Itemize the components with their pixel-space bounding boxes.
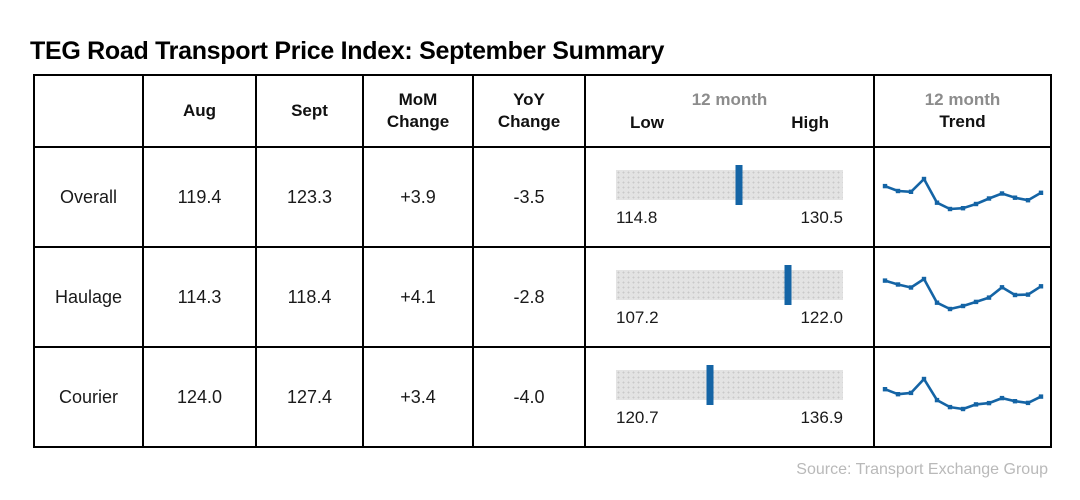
range-header-low: Low [630, 112, 664, 132]
column-header-aug: Aug [142, 74, 257, 148]
yoy-change-value: -2.8 [472, 246, 586, 348]
corner-cell [33, 74, 144, 148]
source-attribution: Source: Transport Exchange Group [796, 461, 1048, 478]
table-row-overall: Overall 119.4 123.3 +3.9 -3.5 114.8 130.… [33, 146, 1052, 248]
range-bar [616, 365, 843, 405]
sept-value: 118.4 [255, 246, 364, 348]
yoy-change-value: -3.5 [472, 146, 586, 248]
aug-value: 124.0 [142, 346, 257, 448]
range-cell: 114.8 130.5 [584, 146, 875, 248]
range-low-value: 107.2 [616, 308, 659, 327]
sept-value: 123.3 [255, 146, 364, 248]
column-header-range: 12 month Low High [584, 74, 875, 148]
range-bar [616, 165, 843, 205]
mom-change-value: +4.1 [362, 246, 474, 348]
current-value-marker [706, 365, 714, 405]
page-title: TEG Road Transport Price Index: Septembe… [30, 36, 665, 65]
range-high-value: 130.5 [800, 208, 843, 227]
trend-header-title: 12 month [924, 89, 1001, 109]
current-value-marker [784, 265, 792, 305]
trend-sparkline [875, 261, 1050, 333]
table-row-haulage: Haulage 114.3 118.4 +4.1 -2.8 107.2 122.… [33, 246, 1052, 348]
column-header-trend: 12 month Trend [873, 74, 1052, 148]
yoy-change-value: -4.0 [472, 346, 586, 448]
trend-cell [873, 346, 1052, 448]
range-header-high: High [791, 112, 829, 132]
current-value-marker [735, 165, 743, 205]
row-label: Overall [33, 146, 144, 248]
mom-change-value: +3.9 [362, 146, 474, 248]
sept-value: 127.4 [255, 346, 364, 448]
range-header-title: 12 month [691, 90, 768, 110]
range-high-value: 136.9 [800, 408, 843, 427]
mom-change-value: +3.4 [362, 346, 474, 448]
row-label: Haulage [33, 246, 144, 348]
trend-cell [873, 246, 1052, 348]
range-bar [616, 265, 843, 305]
aug-value: 114.3 [142, 246, 257, 348]
range-cell: 107.2 122.0 [584, 246, 875, 348]
row-label: Courier [33, 346, 144, 448]
trend-header-label: Trend [939, 112, 986, 131]
price-index-table: Aug Sept MoM Change YoY Change 12 month Lo… [33, 74, 1052, 448]
column-header-yoy-change: YoY Change [472, 74, 586, 148]
aug-value: 119.4 [142, 146, 257, 248]
range-low-value: 114.8 [616, 208, 658, 227]
trend-sparkline [875, 361, 1050, 433]
table-row-courier: Courier 124.0 127.4 +3.4 -4.0 120.7 136.… [33, 346, 1052, 448]
column-header-sept: Sept [255, 74, 364, 148]
trend-cell [873, 146, 1052, 248]
range-low-value: 120.7 [616, 408, 659, 427]
trend-sparkline [875, 161, 1050, 233]
range-cell: 120.7 136.9 [584, 346, 875, 448]
range-high-value: 122.0 [800, 308, 843, 327]
column-header-mom-change: MoM Change [362, 74, 474, 148]
table-header-row: Aug Sept MoM Change YoY Change 12 month Lo… [33, 74, 1052, 148]
